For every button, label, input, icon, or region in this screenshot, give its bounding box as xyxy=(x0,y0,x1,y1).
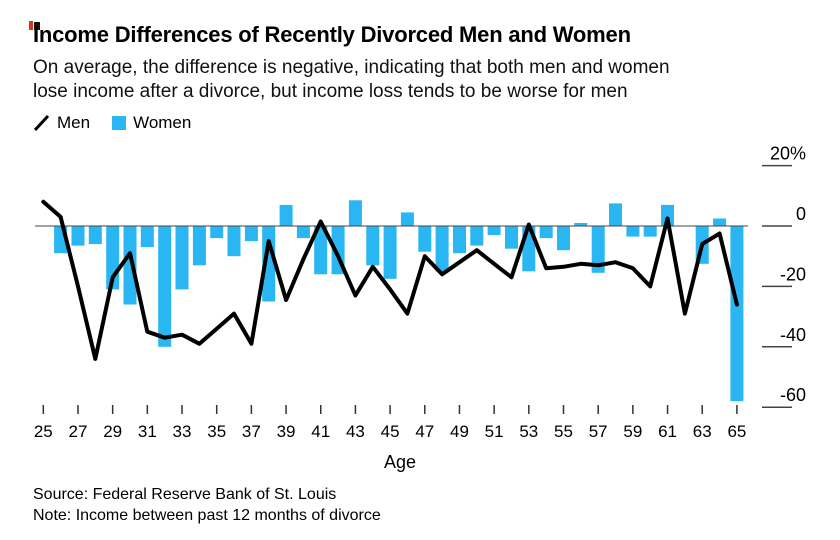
women-bar-age-58 xyxy=(609,203,622,226)
x-tick-label-45: 45 xyxy=(381,422,400,441)
x-tick-label-63: 63 xyxy=(693,422,712,441)
x-tick-label-47: 47 xyxy=(415,422,434,441)
x-tick-label-49: 49 xyxy=(450,422,469,441)
women-bar-age-54 xyxy=(539,226,553,239)
women-bar-age-56 xyxy=(574,223,588,226)
women-bar-age-59 xyxy=(626,226,640,237)
women-bar-age-57 xyxy=(591,226,605,273)
women-bar-age-32 xyxy=(158,226,172,347)
legend-item-women: Women xyxy=(112,113,191,133)
chart-footer: Source: Federal Reserve Bank of St. Loui… xyxy=(33,484,381,526)
x-tick-label-37: 37 xyxy=(242,422,261,441)
x-tick-label-57: 57 xyxy=(589,422,608,441)
x-tick-label-41: 41 xyxy=(311,422,330,441)
logo-red-stripe xyxy=(29,21,33,30)
women-bar-age-48 xyxy=(435,226,449,272)
women-bar-age-45 xyxy=(383,226,397,279)
women-square-icon xyxy=(112,116,127,130)
publisher-logo-mark xyxy=(29,21,42,30)
source-text: Source: Federal Reserve Bank of St. Loui… xyxy=(33,486,337,503)
legend-women-label: Women xyxy=(133,113,192,132)
women-bar-age-35 xyxy=(210,226,224,239)
page-title: Income Differences of Recently Divorced … xyxy=(33,22,631,47)
x-tick-label-31: 31 xyxy=(138,422,157,441)
women-bar-age-55 xyxy=(557,226,570,251)
x-tick-label-53: 53 xyxy=(519,422,538,441)
women-bar-age-65 xyxy=(730,226,744,402)
x-tick-label-39: 39 xyxy=(277,422,296,441)
x-tick-label-35: 35 xyxy=(207,422,226,441)
subtitle-line-2: lose income after a divorce, but income … xyxy=(33,81,628,102)
women-bar-age-27 xyxy=(71,226,85,246)
y-tick-label-0: 0 xyxy=(796,204,806,224)
subtitle-line-1: On average, the difference is negative, … xyxy=(33,57,670,78)
women-bar-age-28 xyxy=(88,226,102,245)
women-bar-age-31 xyxy=(140,226,154,248)
women-bar-age-33 xyxy=(175,226,189,290)
x-tick-label-29: 29 xyxy=(103,422,122,441)
women-bar-age-40 xyxy=(296,226,310,239)
women-bar-age-34 xyxy=(192,226,206,266)
men-line-icon xyxy=(33,115,50,131)
women-bar-age-47 xyxy=(418,226,432,252)
x-tick-label-61: 61 xyxy=(658,422,677,441)
x-tick-label-33: 33 xyxy=(173,422,192,441)
x-tick-label-59: 59 xyxy=(623,422,642,441)
men-line-series xyxy=(41,199,739,361)
legend-men-label: Men xyxy=(57,113,91,132)
women-bar-age-37 xyxy=(244,226,258,242)
women-bar-age-43 xyxy=(348,200,362,226)
y-tick-label--40: -40 xyxy=(780,325,806,345)
y-tick-label-20: 20% xyxy=(770,144,806,164)
women-bar-age-46 xyxy=(400,212,414,226)
chart-subtitle: On average, the difference is negative, … xyxy=(33,56,670,104)
women-bar-age-52 xyxy=(505,226,518,249)
women-bar-age-30 xyxy=(123,226,137,305)
x-tick-label-27: 27 xyxy=(69,422,88,441)
women-bar-age-64 xyxy=(713,218,727,226)
y-tick-label--20: -20 xyxy=(780,264,806,284)
legend-item-men: Men xyxy=(33,113,90,133)
x-tick-label-65: 65 xyxy=(727,422,746,441)
x-tick-label-55: 55 xyxy=(554,422,573,441)
y-tick-label--60: -60 xyxy=(780,385,806,405)
x-tick-label-51: 51 xyxy=(485,422,504,441)
women-bar-age-36 xyxy=(227,226,241,257)
x-tick-label-25: 25 xyxy=(34,422,53,441)
women-bar-age-41 xyxy=(314,226,328,275)
women-bar-age-44 xyxy=(366,226,380,266)
women-bar-age-38 xyxy=(262,226,276,302)
women-bar-age-39 xyxy=(279,204,293,226)
women-bar-age-51 xyxy=(487,226,501,236)
logo-black-block xyxy=(34,22,40,30)
women-bar-age-61 xyxy=(661,204,674,226)
women-bar-age-50 xyxy=(470,226,484,246)
x-tick-label-43: 43 xyxy=(346,422,365,441)
income-difference-chart: 20% 0 -20 -40 -60 25 27 29 31 33 35 37 39 41 43 45 47 49 5… xyxy=(34,144,806,472)
x-axis-title: Age xyxy=(384,452,416,472)
note-text: Note: Income between past 12 months of d… xyxy=(33,507,381,524)
women-bar-age-60 xyxy=(643,226,657,237)
chart-legend: Men Women xyxy=(33,113,213,133)
women-bar-age-49 xyxy=(453,226,466,254)
